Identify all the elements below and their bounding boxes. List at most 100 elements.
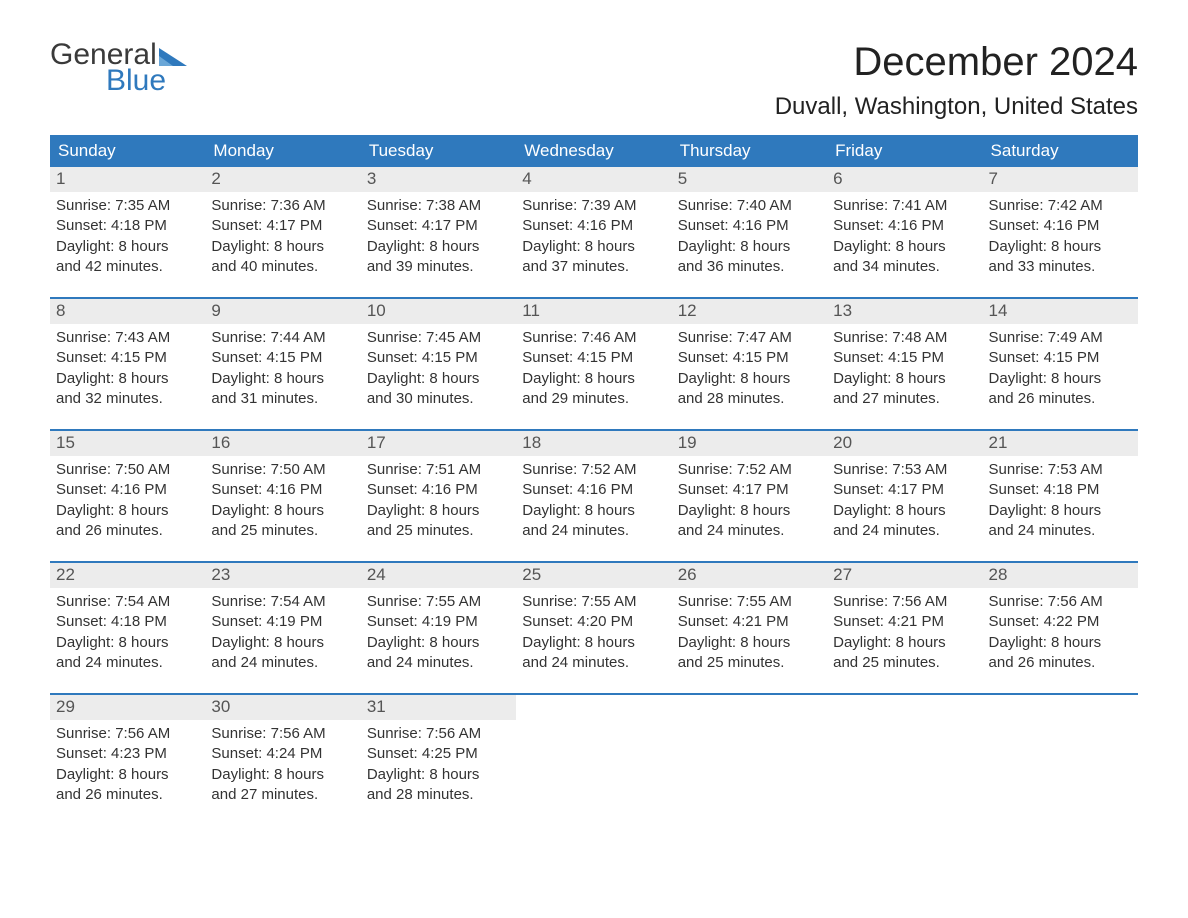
day-number: [516, 695, 671, 700]
sunset-text: Sunset: 4:19 PM: [367, 612, 510, 632]
sunset-text: Sunset: 4:15 PM: [833, 348, 976, 368]
calendar-day: 11Sunrise: 7:46 AMSunset: 4:15 PMDayligh…: [516, 299, 671, 415]
sunrise-text: Sunrise: 7:35 AM: [56, 196, 199, 216]
day-details: Sunrise: 7:52 AMSunset: 4:16 PMDaylight:…: [516, 456, 671, 541]
calendar-day: 25Sunrise: 7:55 AMSunset: 4:20 PMDayligh…: [516, 563, 671, 679]
daylight-text: and 26 minutes.: [989, 389, 1132, 409]
daylight-text: Daylight: 8 hours: [367, 369, 510, 389]
sunset-text: Sunset: 4:23 PM: [56, 744, 199, 764]
day-number: 24: [361, 563, 516, 588]
calendar-day: 7Sunrise: 7:42 AMSunset: 4:16 PMDaylight…: [983, 167, 1138, 283]
logo-flag-icon: [159, 46, 189, 66]
calendar-day: 23Sunrise: 7:54 AMSunset: 4:19 PMDayligh…: [205, 563, 360, 679]
calendar-week: 15Sunrise: 7:50 AMSunset: 4:16 PMDayligh…: [50, 429, 1138, 547]
daylight-text: Daylight: 8 hours: [989, 369, 1132, 389]
daylight-text: Daylight: 8 hours: [522, 237, 665, 257]
calendar-day: 31Sunrise: 7:56 AMSunset: 4:25 PMDayligh…: [361, 695, 516, 811]
daylight-text: and 27 minutes.: [211, 785, 354, 805]
calendar-day: 9Sunrise: 7:44 AMSunset: 4:15 PMDaylight…: [205, 299, 360, 415]
daylight-text: and 25 minutes.: [211, 521, 354, 541]
calendar-week: 8Sunrise: 7:43 AMSunset: 4:15 PMDaylight…: [50, 297, 1138, 415]
sunset-text: Sunset: 4:15 PM: [211, 348, 354, 368]
daylight-text: Daylight: 8 hours: [833, 633, 976, 653]
calendar-day: 20Sunrise: 7:53 AMSunset: 4:17 PMDayligh…: [827, 431, 982, 547]
sunrise-text: Sunrise: 7:56 AM: [56, 724, 199, 744]
sunrise-text: Sunrise: 7:53 AM: [989, 460, 1132, 480]
day-details: Sunrise: 7:56 AMSunset: 4:23 PMDaylight:…: [50, 720, 205, 805]
day-details: Sunrise: 7:51 AMSunset: 4:16 PMDaylight:…: [361, 456, 516, 541]
calendar-day: 10Sunrise: 7:45 AMSunset: 4:15 PMDayligh…: [361, 299, 516, 415]
sunset-text: Sunset: 4:18 PM: [989, 480, 1132, 500]
calendar-day: 24Sunrise: 7:55 AMSunset: 4:19 PMDayligh…: [361, 563, 516, 679]
daylight-text: Daylight: 8 hours: [56, 369, 199, 389]
calendar-day: 28Sunrise: 7:56 AMSunset: 4:22 PMDayligh…: [983, 563, 1138, 679]
day-details: Sunrise: 7:35 AMSunset: 4:18 PMDaylight:…: [50, 192, 205, 277]
day-details: Sunrise: 7:47 AMSunset: 4:15 PMDaylight:…: [672, 324, 827, 409]
day-details: Sunrise: 7:50 AMSunset: 4:16 PMDaylight:…: [205, 456, 360, 541]
sunset-text: Sunset: 4:17 PM: [367, 216, 510, 236]
sunset-text: Sunset: 4:18 PM: [56, 612, 199, 632]
sunrise-text: Sunrise: 7:52 AM: [522, 460, 665, 480]
sunrise-text: Sunrise: 7:55 AM: [678, 592, 821, 612]
daylight-text: Daylight: 8 hours: [678, 501, 821, 521]
day-number: 4: [516, 167, 671, 192]
daylight-text: Daylight: 8 hours: [56, 633, 199, 653]
sunset-text: Sunset: 4:16 PM: [367, 480, 510, 500]
day-details: Sunrise: 7:52 AMSunset: 4:17 PMDaylight:…: [672, 456, 827, 541]
day-number: [672, 695, 827, 700]
daylight-text: Daylight: 8 hours: [678, 633, 821, 653]
day-details: Sunrise: 7:56 AMSunset: 4:21 PMDaylight:…: [827, 588, 982, 673]
day-number: 18: [516, 431, 671, 456]
sunrise-text: Sunrise: 7:39 AM: [522, 196, 665, 216]
calendar-day: [827, 695, 982, 811]
daylight-text: and 39 minutes.: [367, 257, 510, 277]
weekday-header: Tuesday: [361, 135, 516, 167]
day-details: Sunrise: 7:56 AMSunset: 4:22 PMDaylight:…: [983, 588, 1138, 673]
day-number: 16: [205, 431, 360, 456]
day-number: 29: [50, 695, 205, 720]
calendar-day: 12Sunrise: 7:47 AMSunset: 4:15 PMDayligh…: [672, 299, 827, 415]
sunrise-text: Sunrise: 7:50 AM: [211, 460, 354, 480]
calendar-day: [983, 695, 1138, 811]
location-text: Duvall, Washington, United States: [775, 93, 1138, 121]
sunrise-text: Sunrise: 7:45 AM: [367, 328, 510, 348]
day-number: 14: [983, 299, 1138, 324]
sunrise-text: Sunrise: 7:55 AM: [367, 592, 510, 612]
day-details: Sunrise: 7:55 AMSunset: 4:20 PMDaylight:…: [516, 588, 671, 673]
daylight-text: Daylight: 8 hours: [833, 501, 976, 521]
daylight-text: and 24 minutes.: [833, 521, 976, 541]
daylight-text: Daylight: 8 hours: [522, 633, 665, 653]
weekday-header: Monday: [205, 135, 360, 167]
daylight-text: Daylight: 8 hours: [56, 237, 199, 257]
logo: General Blue: [50, 40, 189, 96]
calendar-day: 22Sunrise: 7:54 AMSunset: 4:18 PMDayligh…: [50, 563, 205, 679]
sunrise-text: Sunrise: 7:55 AM: [522, 592, 665, 612]
calendar-day: 3Sunrise: 7:38 AMSunset: 4:17 PMDaylight…: [361, 167, 516, 283]
daylight-text: Daylight: 8 hours: [989, 237, 1132, 257]
day-number: 9: [205, 299, 360, 324]
calendar-day: 4Sunrise: 7:39 AMSunset: 4:16 PMDaylight…: [516, 167, 671, 283]
daylight-text: Daylight: 8 hours: [367, 501, 510, 521]
daylight-text: and 26 minutes.: [56, 785, 199, 805]
sunrise-text: Sunrise: 7:42 AM: [989, 196, 1132, 216]
day-number: 2: [205, 167, 360, 192]
daylight-text: Daylight: 8 hours: [522, 501, 665, 521]
sunrise-text: Sunrise: 7:49 AM: [989, 328, 1132, 348]
day-number: 30: [205, 695, 360, 720]
day-number: 26: [672, 563, 827, 588]
daylight-text: Daylight: 8 hours: [678, 237, 821, 257]
calendar-day: 26Sunrise: 7:55 AMSunset: 4:21 PMDayligh…: [672, 563, 827, 679]
daylight-text: and 31 minutes.: [211, 389, 354, 409]
daylight-text: and 34 minutes.: [833, 257, 976, 277]
daylight-text: and 24 minutes.: [522, 521, 665, 541]
sunset-text: Sunset: 4:19 PM: [211, 612, 354, 632]
sunset-text: Sunset: 4:25 PM: [367, 744, 510, 764]
calendar-week: 29Sunrise: 7:56 AMSunset: 4:23 PMDayligh…: [50, 693, 1138, 811]
sunset-text: Sunset: 4:20 PM: [522, 612, 665, 632]
calendar-day: 2Sunrise: 7:36 AMSunset: 4:17 PMDaylight…: [205, 167, 360, 283]
day-number: 12: [672, 299, 827, 324]
calendar-day: 29Sunrise: 7:56 AMSunset: 4:23 PMDayligh…: [50, 695, 205, 811]
day-details: Sunrise: 7:40 AMSunset: 4:16 PMDaylight:…: [672, 192, 827, 277]
day-number: 8: [50, 299, 205, 324]
day-details: Sunrise: 7:53 AMSunset: 4:17 PMDaylight:…: [827, 456, 982, 541]
